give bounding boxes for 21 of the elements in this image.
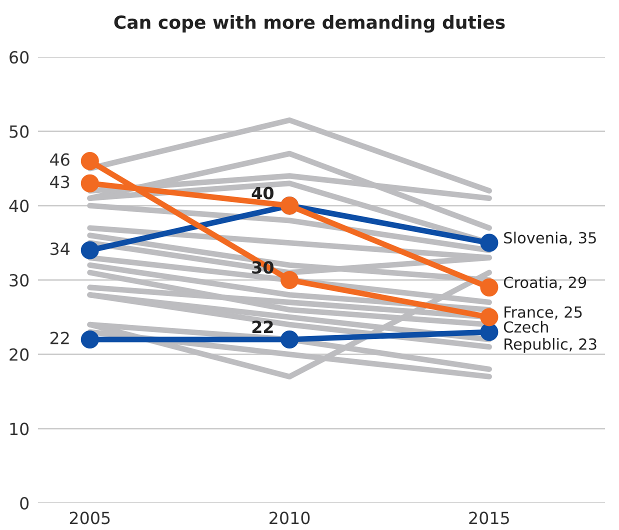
y-tick-label: 30	[10, 274, 29, 287]
data-label: 40	[252, 186, 274, 200]
x-tick-label: 2010	[270, 512, 310, 524]
data-label: 43	[50, 176, 70, 188]
y-tick-label: 0	[20, 496, 29, 510]
y-tick-label: 40	[9, 200, 29, 212]
data-label: 46	[50, 153, 70, 166]
chart-title: Can cope with more demanding duties	[114, 15, 505, 33]
data-label: Croatia, 29	[504, 276, 586, 290]
y-tick-label: 60	[10, 50, 29, 64]
data-label: Slovenia, 35	[504, 232, 596, 246]
data-label: Czech Republic, 23	[504, 320, 596, 353]
data-label: 22	[252, 320, 273, 333]
y-tick-label: 20	[10, 348, 29, 361]
y-tick-label: 10	[10, 422, 29, 436]
data-label: 34	[50, 242, 70, 256]
x-tick-label: 2005	[70, 512, 110, 524]
x-tick-label: 2015	[469, 512, 509, 524]
data-label: 22	[50, 332, 69, 344]
y-tick-label: 50	[10, 125, 29, 138]
data-label: France, 25	[504, 306, 582, 320]
